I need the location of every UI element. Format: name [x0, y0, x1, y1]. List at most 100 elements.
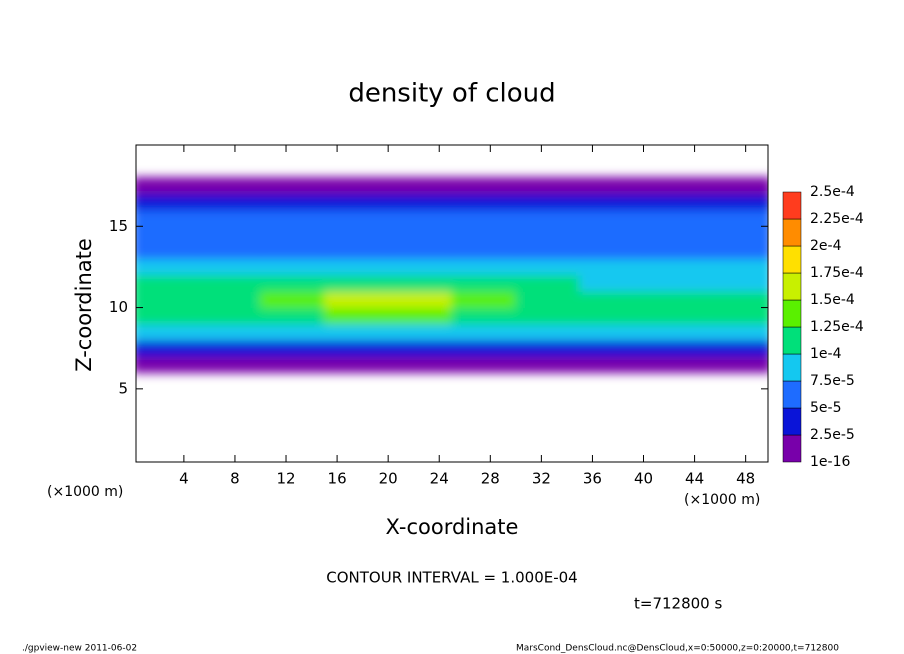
colorbar-swatch — [782, 245, 802, 274]
cell — [136, 242, 198, 260]
cell — [196, 274, 261, 292]
cell — [706, 225, 768, 244]
cell — [259, 209, 325, 227]
cell — [387, 177, 453, 195]
cell — [579, 258, 645, 276]
colorbar-label: 7.5e-5 — [810, 373, 855, 389]
cell — [387, 307, 453, 325]
cell — [323, 258, 389, 276]
cell — [579, 193, 645, 211]
cell — [515, 307, 581, 325]
cell — [323, 290, 389, 309]
cell — [323, 307, 389, 325]
cell — [387, 209, 453, 227]
cell — [259, 290, 325, 309]
cell — [643, 274, 708, 292]
cell — [643, 177, 708, 195]
x-tick-label: 40 — [634, 470, 653, 488]
x-tick-label: 4 — [179, 470, 189, 488]
cell — [579, 307, 645, 325]
x-tick-label: 32 — [532, 470, 551, 488]
cell — [323, 323, 389, 341]
cell — [706, 323, 768, 341]
cell — [387, 290, 453, 309]
cell — [643, 209, 708, 227]
cell — [196, 209, 261, 227]
cell — [136, 307, 198, 325]
colorbar-swatch — [782, 353, 802, 382]
cell — [323, 177, 389, 195]
plot-frame — [135, 144, 769, 463]
colorbar-label: 1.75e-4 — [810, 265, 864, 281]
cell — [643, 290, 708, 309]
x-tick-label: 44 — [685, 470, 704, 488]
cell — [706, 274, 768, 292]
cell — [706, 355, 768, 374]
cell — [196, 307, 261, 325]
cell — [387, 225, 453, 244]
time-note: t=712800 s — [634, 595, 722, 613]
colorbar-swatch — [782, 407, 802, 436]
y-tick-label: 15 — [109, 217, 128, 235]
cell — [451, 225, 517, 244]
cell — [643, 258, 708, 276]
x-unit: (×1000 m) — [684, 492, 760, 508]
cell — [515, 242, 581, 260]
colorbar-label: 1e-16 — [810, 454, 850, 470]
cell — [196, 258, 261, 276]
cell — [515, 274, 581, 292]
cell — [579, 209, 645, 227]
cell — [451, 242, 517, 260]
cell — [136, 355, 198, 374]
cell — [451, 209, 517, 227]
cell — [387, 242, 453, 260]
colorbar-swatch — [782, 326, 802, 355]
cell — [196, 177, 261, 195]
x-tick-label: 16 — [328, 470, 347, 488]
y-axis-label: Z-coordinate — [72, 238, 96, 372]
x-tick-label: 12 — [276, 470, 295, 488]
cell — [579, 242, 645, 260]
cell — [579, 290, 645, 309]
cell — [323, 242, 389, 260]
cell — [515, 258, 581, 276]
cell — [196, 323, 261, 341]
x-tick-label: 28 — [481, 470, 500, 488]
cell — [323, 274, 389, 292]
colorbar-swatch — [782, 434, 802, 463]
cell — [515, 177, 581, 195]
x-tick-label: 36 — [583, 470, 602, 488]
cell — [387, 323, 453, 341]
cell — [706, 177, 768, 195]
cell — [323, 225, 389, 244]
cell — [706, 209, 768, 227]
cell — [579, 339, 645, 357]
cell — [387, 355, 453, 374]
cell — [515, 355, 581, 374]
cell — [706, 339, 768, 357]
cell — [643, 355, 708, 374]
cell — [196, 339, 261, 357]
cell — [451, 307, 517, 325]
cell — [515, 290, 581, 309]
colorbar-swatch — [782, 191, 802, 220]
cell — [196, 193, 261, 211]
cell — [259, 355, 325, 374]
x-tick-label: 24 — [430, 470, 449, 488]
footer-right: MarsCond_DensCloud.nc@DensCloud,x=0:5000… — [516, 644, 839, 654]
cell — [136, 290, 198, 309]
footer-left: ./gpview-new 2011-06-02 — [22, 644, 137, 654]
y-tick-label: 10 — [109, 298, 128, 316]
colorbar-swatch — [782, 272, 802, 301]
colorbar-label: 2.25e-4 — [810, 211, 864, 227]
cell — [451, 193, 517, 211]
cell — [259, 323, 325, 341]
cell — [706, 290, 768, 309]
cell — [643, 242, 708, 260]
cell — [196, 355, 261, 374]
colorbar-swatch — [782, 218, 802, 247]
cell — [451, 258, 517, 276]
cell — [706, 258, 768, 276]
cell — [451, 339, 517, 357]
x-tick-label: 8 — [230, 470, 240, 488]
